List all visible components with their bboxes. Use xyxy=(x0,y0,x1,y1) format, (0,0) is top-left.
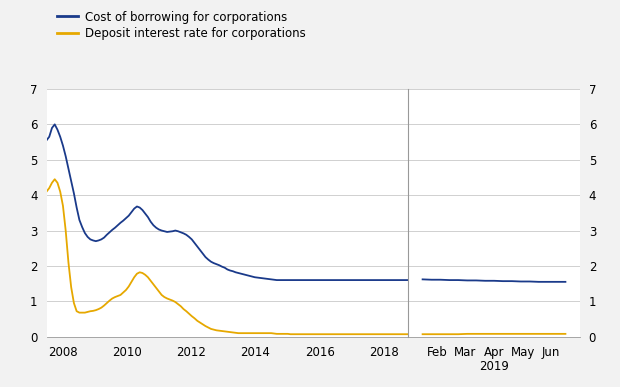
X-axis label: 2019: 2019 xyxy=(479,360,509,373)
Legend: Cost of borrowing for corporations, Deposit interest rate for corporations: Cost of borrowing for corporations, Depo… xyxy=(53,6,311,45)
